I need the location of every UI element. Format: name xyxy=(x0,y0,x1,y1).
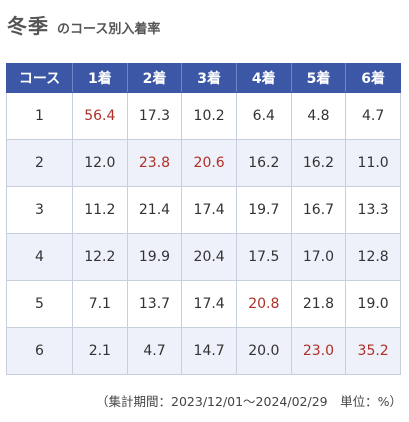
rate-cell: 17.0 xyxy=(290,233,347,281)
course-placement-table: コース 1着 2着 3着 4着 5着 6着 1 56.4 17.3 10.2 6… xyxy=(6,63,401,375)
rate-cell: 6.4 xyxy=(235,92,292,140)
rate-cell: 19.0 xyxy=(345,280,401,328)
header-course: コース xyxy=(6,63,73,93)
table-row: 6 2.1 4.7 14.7 20.0 23.0 35.2 xyxy=(6,327,401,375)
rate-cell: 12.0 xyxy=(72,139,128,187)
season-title: 冬季 xyxy=(7,14,49,38)
course-number-cell: 3 xyxy=(6,186,73,234)
rate-cell: 4.7 xyxy=(345,92,401,140)
table-row: 5 7.1 13.7 17.4 20.8 21.8 19.0 xyxy=(6,280,401,328)
rate-cell: 2.1 xyxy=(72,327,128,375)
header-1st: 1着 xyxy=(72,63,128,93)
rate-cell: 19.7 xyxy=(235,186,292,234)
rate-cell: 17.5 xyxy=(235,233,292,281)
rate-cell: 23.8 xyxy=(126,139,183,187)
rate-cell: 16.7 xyxy=(290,186,347,234)
course-number-cell: 4 xyxy=(6,233,73,281)
rate-cell: 12.8 xyxy=(345,233,401,281)
rate-cell: 20.4 xyxy=(181,233,237,281)
table-header: コース 1着 2着 3着 4着 5着 6着 xyxy=(6,63,401,93)
page-title: 冬季 のコース別入着率 xyxy=(7,10,160,40)
rate-cell: 16.2 xyxy=(290,139,347,187)
rate-cell: 13.3 xyxy=(345,186,401,234)
header-5th: 5着 xyxy=(290,63,347,93)
header-2nd: 2着 xyxy=(126,63,183,93)
table-row: 2 12.0 23.8 20.6 16.2 16.2 11.0 xyxy=(6,139,401,187)
rate-cell: 10.2 xyxy=(181,92,237,140)
rate-cell: 14.7 xyxy=(181,327,237,375)
rate-cell: 13.7 xyxy=(126,280,183,328)
table-row: 1 56.4 17.3 10.2 6.4 4.8 4.7 xyxy=(6,92,401,140)
header-3rd: 3着 xyxy=(181,63,237,93)
rate-cell: 21.4 xyxy=(126,186,183,234)
course-number-cell: 1 xyxy=(6,92,73,140)
rate-cell: 35.2 xyxy=(345,327,401,375)
rate-cell: 20.8 xyxy=(235,280,292,328)
header-row: コース 1着 2着 3着 4着 5着 6着 xyxy=(6,63,401,93)
rate-cell: 11.2 xyxy=(72,186,128,234)
rate-cell: 56.4 xyxy=(72,92,128,140)
rate-cell: 19.9 xyxy=(126,233,183,281)
rate-cell: 7.1 xyxy=(72,280,128,328)
rate-cell: 4.7 xyxy=(126,327,183,375)
title-subtitle: のコース別入着率 xyxy=(57,22,161,37)
rate-cell: 17.4 xyxy=(181,186,237,234)
rate-cell: 17.4 xyxy=(181,280,237,328)
table-row: 4 12.2 19.9 20.4 17.5 17.0 12.8 xyxy=(6,233,401,281)
aggregation-period-note: （集計期間：2023/12/01～2024/02/29 単位：%） xyxy=(96,394,402,409)
header-4th: 4着 xyxy=(235,63,292,93)
rate-cell: 21.8 xyxy=(290,280,347,328)
course-number-cell: 5 xyxy=(6,280,73,328)
header-6th: 6着 xyxy=(345,63,401,93)
table-row: 3 11.2 21.4 17.4 19.7 16.7 13.3 xyxy=(6,186,401,234)
rate-cell: 16.2 xyxy=(235,139,292,187)
rate-cell: 17.3 xyxy=(126,92,183,140)
rate-cell: 4.8 xyxy=(290,92,347,140)
course-number-cell: 6 xyxy=(6,327,73,375)
rate-cell: 20.6 xyxy=(181,139,237,187)
course-number-cell: 2 xyxy=(6,139,73,187)
table-body: 1 56.4 17.3 10.2 6.4 4.8 4.7 2 12.0 23.8… xyxy=(6,92,401,375)
rate-cell: 11.0 xyxy=(345,139,401,187)
rate-cell: 12.2 xyxy=(72,233,128,281)
rate-cell: 23.0 xyxy=(290,327,347,375)
rate-cell: 20.0 xyxy=(235,327,292,375)
